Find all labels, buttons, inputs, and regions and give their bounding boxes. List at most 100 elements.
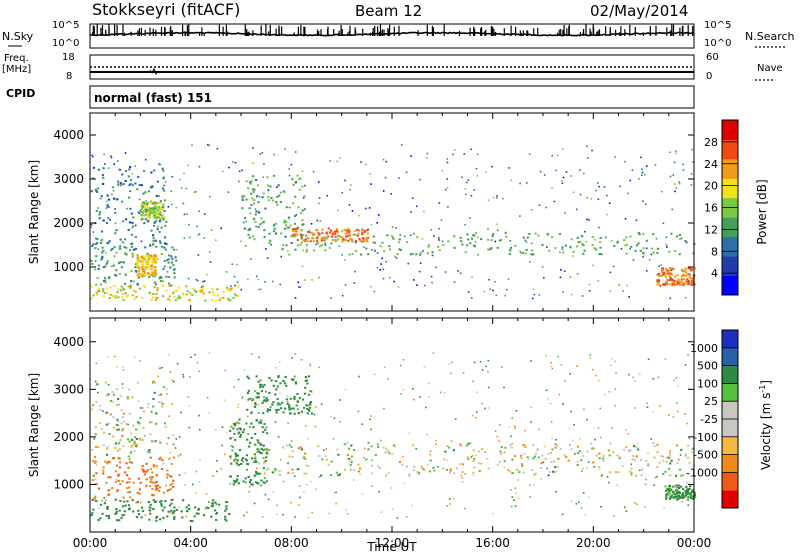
echo-cell — [306, 382, 309, 385]
echo-cell — [278, 403, 282, 406]
echo-speck — [273, 223, 275, 226]
echo-speck — [440, 219, 443, 221]
velocity-cbar-label-main: Velocity [m s — [759, 393, 773, 470]
echo-cell — [272, 174, 275, 177]
echo-speck — [550, 421, 553, 423]
echo-speck — [687, 354, 689, 356]
echo-cell — [90, 408, 93, 411]
echo-cell — [149, 265, 152, 267]
echo-cell — [548, 249, 551, 252]
echo-cell — [118, 262, 121, 265]
echo-cell — [294, 181, 297, 184]
echo-cell — [591, 236, 594, 238]
echo-speck — [129, 491, 132, 493]
echo-cell — [120, 289, 123, 292]
echo-speck — [426, 433, 428, 436]
echo-speck — [614, 360, 617, 363]
echo-cell — [105, 446, 108, 449]
echo-cell — [153, 214, 156, 217]
echo-cell — [350, 444, 353, 447]
echo-cell — [301, 209, 304, 212]
echo-cell — [142, 201, 145, 204]
echo-cell — [126, 500, 129, 503]
echo-speck — [618, 284, 620, 286]
echo-speck — [684, 364, 687, 366]
echo-speck — [427, 463, 429, 466]
echo-cell — [260, 479, 263, 482]
echo-cell — [193, 515, 196, 518]
echo-speck — [156, 480, 158, 483]
echo-cell — [294, 382, 298, 385]
echo-cell — [304, 452, 307, 455]
echo-speck — [438, 202, 441, 204]
echo-speck — [96, 500, 99, 503]
echo-speck — [344, 388, 347, 391]
echo-cell — [166, 473, 169, 476]
echo-cell — [272, 384, 275, 387]
echo-speck — [686, 422, 688, 425]
echo-cell — [296, 174, 299, 177]
echo-speck — [363, 447, 366, 450]
echo-speck — [209, 195, 211, 198]
echo-speck — [657, 376, 660, 379]
echo-speck — [238, 180, 240, 183]
echo-cell — [536, 447, 539, 450]
echo-speck — [122, 427, 125, 430]
echo-cell — [664, 272, 667, 275]
echo-cell — [676, 491, 679, 494]
echo-speck — [92, 475, 95, 477]
echo-speck — [586, 145, 588, 148]
echo-cell — [101, 246, 104, 249]
echo-cell — [115, 388, 118, 391]
echo-cell — [308, 406, 312, 409]
echo-speck — [116, 160, 119, 162]
echo-cell — [148, 209, 151, 212]
echo-cell — [267, 189, 270, 192]
echo-cell — [155, 245, 158, 248]
echo-cell — [248, 445, 251, 448]
echo-cell — [145, 263, 148, 266]
echo-speck — [597, 280, 600, 282]
velocity-cbar-label: 100 — [697, 377, 718, 390]
echo-cell — [141, 297, 144, 299]
echo-speck — [602, 457, 604, 460]
echo-cell — [187, 504, 190, 507]
echo-cell — [259, 419, 262, 422]
echo-speck — [300, 359, 303, 361]
echo-speck — [195, 191, 197, 193]
echo-cell — [104, 281, 107, 284]
echo-speck — [529, 496, 531, 498]
echo-speck — [241, 396, 244, 399]
echo-cell — [258, 211, 261, 214]
echo-cell — [671, 490, 674, 493]
echo-cell — [315, 229, 318, 232]
echo-speck — [265, 390, 267, 393]
echo-speck — [308, 229, 311, 232]
echo-cell — [104, 277, 107, 280]
echo-speck — [234, 284, 236, 287]
echo-cell — [160, 253, 163, 255]
echo-speck — [691, 451, 693, 453]
echo-cell — [266, 410, 269, 413]
echo-cell — [197, 508, 200, 511]
echo-cell — [688, 273, 691, 276]
echo-speck — [282, 513, 284, 516]
echo-cell — [307, 465, 310, 468]
echo-speck — [446, 445, 449, 447]
echo-cell — [251, 399, 254, 402]
echo-cell — [154, 220, 157, 223]
echo-cell — [523, 453, 526, 456]
echo-cell — [680, 474, 683, 477]
echo-cell — [150, 229, 153, 232]
echo-speck — [357, 410, 360, 413]
echo-speck — [572, 255, 574, 257]
echo-speck — [257, 403, 260, 406]
echo-speck — [264, 493, 267, 496]
echo-speck — [370, 223, 373, 226]
echo-speck — [591, 368, 594, 371]
echo-speck — [207, 143, 209, 146]
echo-cell — [131, 294, 134, 297]
echo-speck — [151, 382, 154, 384]
echo-cell — [354, 240, 358, 243]
velocity-cbar-seg — [722, 347, 738, 367]
